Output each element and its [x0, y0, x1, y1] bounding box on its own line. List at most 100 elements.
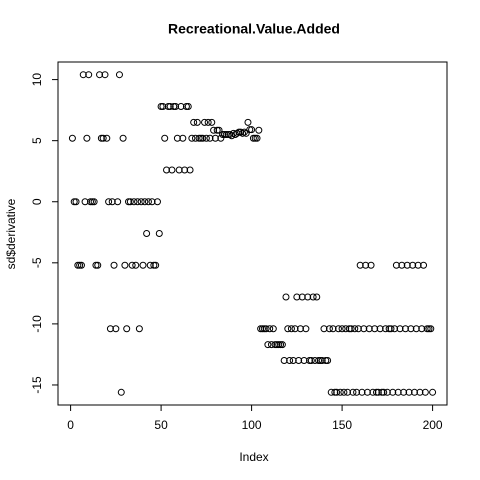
- x-tick-label: 50: [154, 418, 168, 432]
- point: [199, 134, 207, 142]
- point: [385, 325, 393, 333]
- point: [354, 325, 362, 333]
- point: [175, 166, 183, 174]
- point: [333, 388, 341, 396]
- point: [188, 134, 196, 142]
- point: [137, 198, 145, 206]
- point: [418, 325, 426, 333]
- point: [324, 357, 332, 365]
- point: [141, 198, 149, 206]
- point: [351, 325, 359, 333]
- point: [163, 166, 171, 174]
- point: [255, 126, 263, 134]
- point: [409, 261, 417, 269]
- point: [251, 134, 259, 142]
- point: [112, 325, 120, 333]
- point: [322, 357, 330, 365]
- point: [262, 325, 270, 333]
- point: [318, 357, 326, 365]
- point: [210, 126, 218, 134]
- point: [110, 261, 118, 269]
- y-tick-label: -15: [30, 376, 44, 394]
- point: [170, 102, 178, 110]
- point: [334, 325, 342, 333]
- point: [152, 261, 160, 269]
- point: [179, 134, 187, 142]
- point: [191, 134, 199, 142]
- point: [249, 134, 257, 142]
- point: [72, 198, 80, 206]
- point: [358, 388, 366, 396]
- point: [336, 388, 344, 396]
- point: [172, 102, 180, 110]
- y-tick-label: 0: [30, 198, 44, 205]
- point: [79, 71, 87, 79]
- point: [148, 198, 156, 206]
- point: [96, 71, 104, 79]
- point: [349, 388, 357, 396]
- point: [329, 325, 337, 333]
- point: [389, 388, 397, 396]
- point: [429, 388, 437, 396]
- chart-title: Recreational.Value.Added: [168, 21, 340, 37]
- point: [153, 198, 161, 206]
- point: [99, 134, 107, 142]
- point: [186, 166, 194, 174]
- point: [121, 261, 129, 269]
- point: [307, 357, 315, 365]
- point: [293, 293, 301, 301]
- point: [161, 134, 169, 142]
- point: [130, 198, 138, 206]
- point: [83, 134, 91, 142]
- point: [410, 388, 418, 396]
- point: [275, 341, 283, 349]
- point: [360, 325, 368, 333]
- point: [197, 134, 205, 142]
- point: [271, 341, 279, 349]
- point: [287, 325, 295, 333]
- point: [173, 134, 181, 142]
- point: [76, 261, 84, 269]
- point: [126, 198, 134, 206]
- point: [289, 357, 297, 365]
- point: [403, 261, 411, 269]
- point: [143, 230, 151, 237]
- point: [204, 118, 212, 126]
- point: [105, 198, 113, 206]
- point: [405, 388, 413, 396]
- x-tick-label: 150: [332, 418, 352, 432]
- point: [128, 261, 136, 269]
- point: [164, 102, 172, 110]
- point: [412, 325, 420, 333]
- point: [382, 325, 390, 333]
- y-axis-label: sd$derivative: [4, 198, 18, 269]
- point: [246, 126, 254, 134]
- point: [74, 261, 82, 269]
- point: [427, 325, 435, 333]
- point: [260, 325, 268, 333]
- point: [211, 134, 219, 142]
- point: [378, 388, 386, 396]
- point: [416, 388, 424, 396]
- point: [264, 341, 272, 349]
- point: [420, 261, 428, 269]
- point: [331, 388, 339, 396]
- point: [68, 134, 76, 142]
- point: [383, 388, 391, 396]
- point: [414, 261, 422, 269]
- point: [220, 131, 228, 139]
- point: [193, 118, 201, 126]
- y-tick-label: 5: [30, 137, 44, 144]
- x-tick-label: 200: [423, 418, 443, 432]
- point: [190, 118, 198, 126]
- point: [315, 357, 323, 365]
- point: [248, 126, 256, 134]
- point: [338, 325, 346, 333]
- point: [392, 261, 400, 269]
- point: [340, 388, 348, 396]
- point: [166, 102, 174, 110]
- y-tick-label: -10: [30, 315, 44, 333]
- point: [266, 325, 274, 333]
- point: [311, 357, 319, 365]
